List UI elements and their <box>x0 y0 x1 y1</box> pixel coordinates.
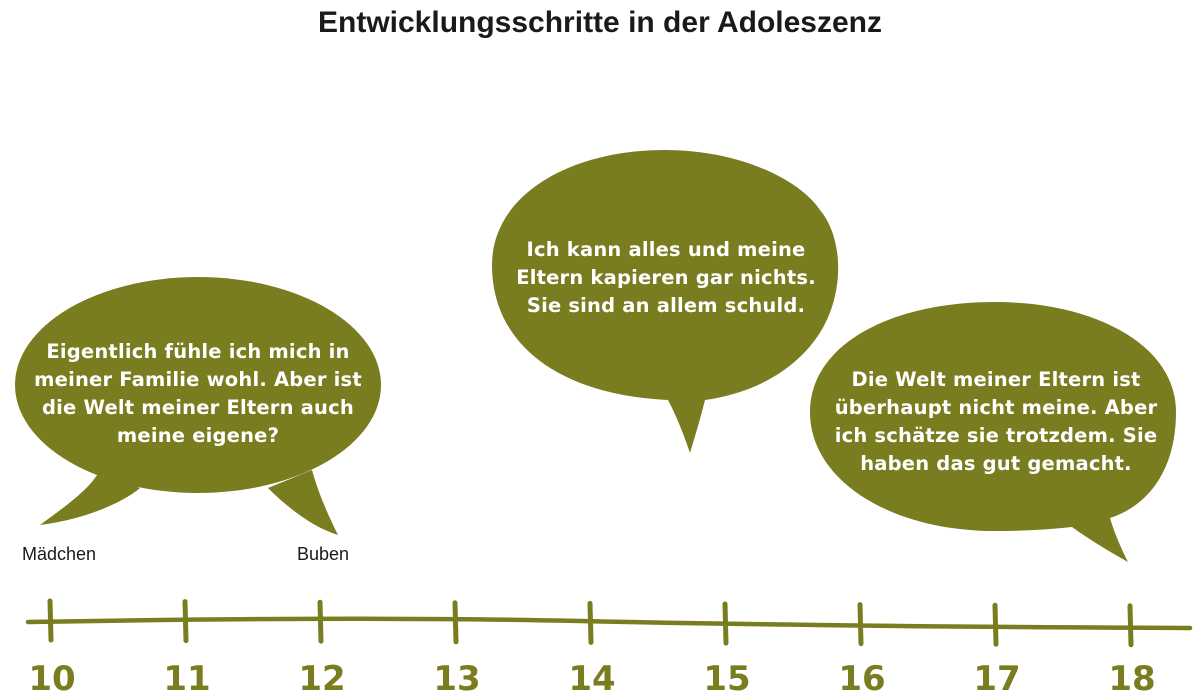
tick-label: 15 <box>703 659 750 699</box>
bubble-line: Eltern kapieren gar nichts. <box>516 266 816 289</box>
timeline: 10 11 12 13 14 15 16 17 18 <box>25 598 1193 699</box>
bubble-line: Ich kann alles und meine <box>526 238 806 261</box>
tick-label: 14 <box>568 659 615 699</box>
tick-mark <box>722 601 729 646</box>
bubble-tail-madchen <box>40 470 140 525</box>
tick-mark <box>47 598 54 643</box>
bubble-line: haben das gut gemacht. <box>860 452 1132 475</box>
tick-label: 17 <box>973 659 1020 699</box>
bubble-line: überhaupt nicht meine. Aber <box>834 396 1158 419</box>
page-title: Entwicklungsschritte in der Adoleszenz <box>318 6 882 39</box>
label-madchen: Mädchen <box>22 544 97 564</box>
speech-bubble-18 <box>810 302 1176 562</box>
tick-label: 12 <box>298 659 345 699</box>
bubble-text-madchen-buben: Eigentlich fühle ich mich in meiner Famil… <box>28 338 368 450</box>
bubble-body <box>15 277 381 493</box>
tick-mark <box>182 599 189 644</box>
bubble-body <box>810 302 1176 562</box>
tick-mark <box>587 600 594 645</box>
bubble-tail-buben <box>268 470 338 535</box>
tick-label: 18 <box>1108 659 1155 699</box>
speech-bubble-14 <box>492 150 839 453</box>
tick-label: 16 <box>838 659 885 699</box>
tick-mark <box>992 602 999 647</box>
tick-mark <box>317 599 324 644</box>
bubble-line: meiner Familie wohl. Aber ist <box>34 368 362 391</box>
tick-mark <box>857 602 864 647</box>
bubble-line: meine eigene? <box>116 424 280 447</box>
bubble-body <box>492 150 839 453</box>
bubble-line: die Welt meiner Eltern auch <box>42 396 354 419</box>
tick-mark <box>452 600 459 645</box>
tick-label: 11 <box>163 659 210 699</box>
label-buben: Buben <box>297 544 350 564</box>
bubble-text-18: Die Welt meiner Eltern ist überhaupt nich… <box>818 366 1174 478</box>
tick-label: 10 <box>28 659 75 699</box>
timeline-axis <box>25 616 1193 631</box>
tick-mark <box>1127 603 1134 648</box>
bubble-line: Eigentlich fühle ich mich in <box>46 340 350 363</box>
bubble-line: ich schätze sie trotzdem. Sie <box>834 424 1158 447</box>
bubble-line: Die Welt meiner Eltern ist <box>851 368 1141 391</box>
bubble-line: Sie sind an allem schuld. <box>526 294 806 317</box>
speech-bubble-madchen-buben <box>15 277 381 535</box>
tick-label: 13 <box>433 659 480 699</box>
bubble-text-14: Ich kann alles und meine Eltern kapieren … <box>498 236 834 320</box>
